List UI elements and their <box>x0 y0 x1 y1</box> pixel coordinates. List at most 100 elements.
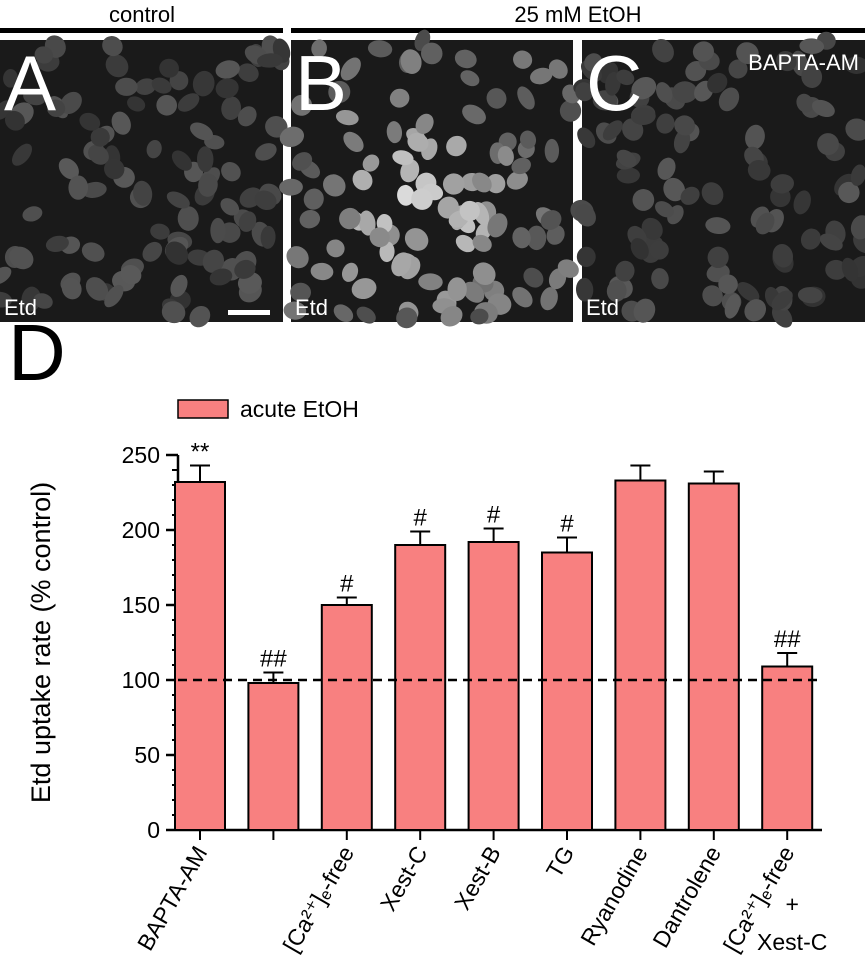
nucleus <box>651 268 669 290</box>
nucleus <box>254 190 277 211</box>
x-tick-label: [Ca²⁺]ₑ-free <box>278 842 359 957</box>
nucleus <box>220 198 240 216</box>
x-tick-label: + <box>785 891 798 917</box>
nucleus <box>548 59 568 79</box>
nucleus <box>391 252 412 277</box>
nucleus <box>411 188 433 210</box>
nucleus <box>497 146 514 166</box>
nucleus <box>279 126 305 148</box>
nucleus <box>540 287 558 311</box>
panel-letter: B <box>295 39 347 127</box>
nucleus <box>523 267 544 288</box>
bar <box>687 482 740 831</box>
nucleus <box>255 143 277 161</box>
nucleus <box>68 175 89 200</box>
nucleus <box>237 106 257 127</box>
nucleus <box>656 113 675 134</box>
nucleus <box>343 131 364 153</box>
nucleus <box>105 54 129 78</box>
marker-label: Etd <box>4 295 37 320</box>
nucleus <box>120 264 142 285</box>
x-tick-label: BAPTA-AM <box>132 842 212 955</box>
nucleus <box>575 204 596 227</box>
nucleus <box>631 77 657 100</box>
nucleus <box>209 268 233 286</box>
nucleus <box>701 182 724 206</box>
nucleus <box>279 178 303 196</box>
nucleus <box>104 158 125 180</box>
nucleus <box>192 70 215 97</box>
nucleus <box>11 143 33 166</box>
nucleus <box>367 40 393 58</box>
nucleus <box>718 274 738 295</box>
nucleus <box>418 273 443 291</box>
nucleus <box>454 49 477 69</box>
nucleus <box>198 173 218 197</box>
nucleus <box>747 159 771 181</box>
nucleus <box>81 242 105 262</box>
nucleus <box>602 120 623 141</box>
nucleus <box>171 150 192 171</box>
nucleus <box>447 277 467 302</box>
bar <box>247 682 300 831</box>
nucleus <box>736 42 759 65</box>
nucleus <box>649 240 669 260</box>
nucleus <box>615 260 635 282</box>
nucleus <box>333 304 354 323</box>
nucleus <box>170 274 188 297</box>
bar <box>467 541 520 831</box>
nucleus <box>630 107 656 125</box>
nucleus <box>707 246 729 269</box>
significance-label: ## <box>774 626 801 653</box>
legend-label: acute EtOH <box>240 396 359 422</box>
nucleus <box>557 259 579 278</box>
nucleus <box>850 215 865 240</box>
nucleus <box>85 277 109 301</box>
nucleus <box>463 281 485 303</box>
nucleus <box>616 69 635 86</box>
nucleus <box>771 290 793 311</box>
nucleus <box>672 81 698 104</box>
nucleus <box>776 51 797 72</box>
nucleus <box>845 118 865 141</box>
nucleus <box>724 294 741 319</box>
nucleus <box>379 241 395 263</box>
nucleus <box>472 262 496 285</box>
nucleus <box>540 210 562 231</box>
nucleus <box>512 287 533 308</box>
nucleus <box>392 150 414 166</box>
nucleus <box>745 124 765 150</box>
nucleus <box>151 77 172 94</box>
nucleus <box>606 280 627 302</box>
nucleus <box>369 227 390 248</box>
nucleus <box>771 304 793 328</box>
y-tick-label: 150 <box>122 592 160 618</box>
nucleus <box>707 72 728 94</box>
nucleus <box>657 157 676 180</box>
nucleus <box>575 82 594 102</box>
nucleus <box>744 299 767 322</box>
nucleus <box>632 189 655 211</box>
significance-label: ## <box>260 646 287 673</box>
nucleus <box>544 138 560 163</box>
scale-bar <box>228 310 270 315</box>
nucleus <box>389 88 410 108</box>
nucleus <box>797 287 823 304</box>
nucleus <box>0 291 12 308</box>
nucleus <box>446 135 467 157</box>
nucleus <box>165 241 189 265</box>
nucleus <box>692 41 714 62</box>
marker-label: Etd <box>586 295 619 320</box>
y-tick-label: 0 <box>147 817 160 843</box>
nucleus <box>415 113 434 134</box>
nucleus <box>326 239 345 258</box>
nucleus <box>33 293 53 309</box>
nucleus <box>215 60 240 79</box>
nucleus <box>755 212 775 235</box>
nucleus <box>442 173 465 195</box>
nucleus <box>221 161 241 182</box>
nucleus <box>234 259 256 279</box>
nucleus <box>673 129 691 154</box>
nucleus <box>487 213 508 238</box>
nucleus <box>292 152 313 171</box>
